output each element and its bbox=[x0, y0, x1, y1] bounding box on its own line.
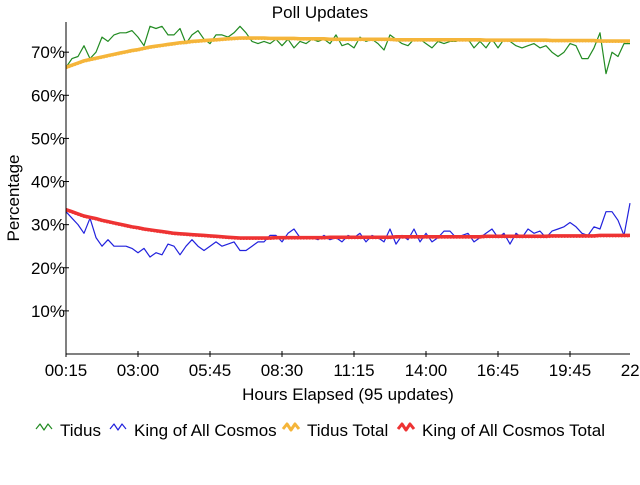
series-line-2 bbox=[65, 36, 630, 69]
x-tick-label: 08:30 bbox=[261, 361, 304, 380]
legend-swatch-0 bbox=[35, 423, 53, 431]
y-tick-label: 60% bbox=[31, 86, 65, 105]
x-tick-label: 03:00 bbox=[117, 361, 160, 380]
y-tick-label: 70% bbox=[31, 43, 65, 62]
y-axis-title: Percentage bbox=[4, 155, 23, 242]
x-tick-label: 14:00 bbox=[405, 361, 448, 380]
legend-label-1: King of All Cosmos bbox=[134, 421, 277, 440]
legend-swatch-3 bbox=[396, 422, 416, 432]
series-line-2-hatch bbox=[65, 39, 630, 70]
x-tick-label: 22:30 bbox=[621, 361, 640, 380]
y-tick-label: 10% bbox=[31, 302, 65, 321]
x-axis-ticks: 00:15 03:00 05:45 08:30 11:15 14:00 16:45 19:45… bbox=[45, 351, 640, 380]
x-tick-label: 16:45 bbox=[477, 361, 520, 380]
y-tick-label: 50% bbox=[31, 129, 65, 148]
x-axis-title: Hours Elapsed (95 updates) bbox=[242, 385, 454, 404]
x-tick-label: 05:45 bbox=[189, 361, 232, 380]
legend-swatch-1 bbox=[109, 423, 127, 431]
y-axis-ticks: 10% 20% 30% 40% 50% 60% 70% bbox=[31, 43, 69, 321]
series-line-1 bbox=[65, 202, 631, 258]
x-tick-label: 19:45 bbox=[549, 361, 592, 380]
legend: Tidus King of All Cosmos Tidus Total King o… bbox=[35, 421, 605, 440]
y-tick-label: 40% bbox=[31, 173, 65, 192]
x-tick-label: 00:15 bbox=[45, 361, 88, 380]
legend-label-2: Tidus Total bbox=[307, 421, 388, 440]
series-layer bbox=[65, 25, 631, 258]
series-line-3 bbox=[65, 207, 630, 240]
series-line-0 bbox=[65, 25, 630, 75]
chart-title: Poll Updates bbox=[272, 3, 368, 22]
x-tick-label: 11:15 bbox=[333, 361, 374, 380]
y-tick-label: 30% bbox=[31, 216, 65, 235]
legend-swatch-2 bbox=[281, 422, 301, 432]
legend-label-3: King of All Cosmos Total bbox=[422, 421, 605, 440]
series-line-3-hatch bbox=[65, 210, 630, 240]
legend-label-0: Tidus bbox=[60, 421, 101, 440]
y-tick-label: 20% bbox=[31, 259, 65, 278]
